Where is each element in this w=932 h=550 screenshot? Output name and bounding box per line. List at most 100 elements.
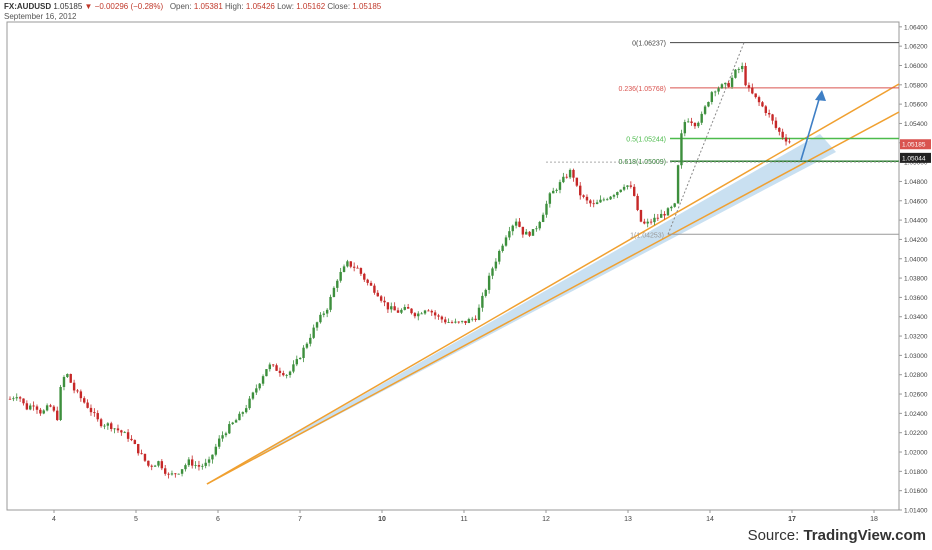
candle-body bbox=[511, 225, 514, 232]
candle-body bbox=[255, 388, 258, 393]
support-price-marker-label: 1.05044 bbox=[902, 155, 926, 162]
candle-body bbox=[487, 275, 491, 290]
fib-label: 0.618(1.05009) bbox=[619, 159, 666, 166]
fib-label: 0.5(1.05244) bbox=[626, 137, 666, 144]
candle-body bbox=[673, 203, 676, 207]
candle-body bbox=[528, 231, 531, 236]
candle-body bbox=[265, 369, 268, 377]
x-tick-label: 11 bbox=[460, 516, 467, 523]
candle-body bbox=[234, 420, 238, 423]
candle-body bbox=[72, 382, 76, 391]
y-tick-label: 1.06200 bbox=[904, 44, 928, 51]
candle-body bbox=[754, 93, 757, 98]
candle-body bbox=[336, 280, 339, 288]
y-tick-label: 1.03200 bbox=[904, 334, 928, 341]
candle-body bbox=[79, 391, 83, 399]
candle-body bbox=[187, 459, 191, 466]
candle-body bbox=[126, 432, 130, 439]
candle-body bbox=[22, 398, 25, 404]
candle-body bbox=[167, 473, 170, 475]
candle-body bbox=[42, 410, 45, 414]
candle-body bbox=[295, 359, 298, 365]
candle-body bbox=[636, 195, 639, 210]
candle-body bbox=[764, 106, 768, 113]
candle-body bbox=[116, 428, 120, 431]
candle-body bbox=[467, 319, 471, 324]
fibonacci-levels: 0(1.06237) 0.236(1.05768) 0.5(1.05244) 0.61… bbox=[546, 41, 899, 239]
candle-body bbox=[703, 106, 707, 114]
candle-body bbox=[373, 285, 376, 293]
candle-body bbox=[481, 295, 484, 308]
candle-body bbox=[69, 373, 72, 383]
candle-body bbox=[656, 217, 660, 219]
candle-body bbox=[231, 422, 234, 425]
candle-body bbox=[29, 405, 32, 410]
candle-body bbox=[238, 413, 241, 421]
y-tick-label: 1.04800 bbox=[904, 179, 928, 186]
current-price-marker-label: 1.05185 bbox=[902, 142, 926, 149]
candle-body bbox=[514, 221, 518, 226]
candle-body bbox=[660, 213, 663, 218]
candle-body bbox=[25, 403, 29, 410]
candle-body bbox=[174, 473, 177, 475]
candle-body bbox=[376, 292, 379, 297]
candle-body bbox=[83, 398, 86, 403]
candle-body bbox=[757, 97, 761, 103]
y-tick-label: 1.05600 bbox=[904, 102, 928, 109]
candle-body bbox=[751, 87, 754, 94]
candle-body bbox=[761, 102, 764, 107]
support-channel bbox=[206, 83, 900, 485]
projection-arrow bbox=[800, 90, 826, 161]
candle-body bbox=[302, 347, 305, 358]
candle-body bbox=[204, 462, 207, 466]
candle-body bbox=[184, 465, 187, 470]
y-tick-label: 1.01600 bbox=[904, 488, 928, 495]
candle-body bbox=[359, 268, 363, 274]
candle-body bbox=[501, 245, 504, 251]
arrow-head bbox=[815, 90, 826, 101]
candle-body bbox=[784, 137, 788, 142]
candle-body bbox=[565, 176, 568, 178]
candle-body bbox=[62, 377, 66, 387]
candle-body bbox=[406, 307, 410, 309]
candle-body bbox=[666, 208, 670, 216]
low-value: 1.05162 bbox=[296, 2, 326, 11]
candle-body bbox=[457, 321, 460, 323]
candle-body bbox=[56, 410, 59, 421]
candle-body bbox=[700, 113, 703, 123]
candle-body bbox=[450, 322, 454, 323]
chart-header: FX:AUDUSD 1.05185 ▼ −0.00296 (−0.28%) Op… bbox=[4, 2, 381, 12]
candle-body bbox=[498, 250, 501, 262]
candle-body bbox=[207, 459, 211, 463]
candle-body bbox=[383, 300, 386, 303]
candle-body bbox=[663, 213, 666, 216]
candle-body bbox=[194, 465, 197, 466]
candle-body bbox=[653, 217, 656, 223]
arrow-line bbox=[800, 95, 821, 161]
candles bbox=[8, 62, 791, 479]
candle-body bbox=[484, 289, 487, 296]
candle-body bbox=[322, 313, 325, 315]
last-price: 1.05185 bbox=[53, 2, 83, 11]
high-value: 1.05426 bbox=[245, 2, 275, 11]
candle-body bbox=[410, 308, 413, 314]
candle-body bbox=[342, 266, 346, 272]
candle-body bbox=[18, 397, 22, 399]
candle-body bbox=[271, 364, 275, 366]
candle-body bbox=[99, 419, 103, 427]
candle-body bbox=[572, 169, 575, 178]
candle-body bbox=[248, 398, 251, 409]
candle-body bbox=[137, 444, 140, 454]
candle-body bbox=[474, 318, 477, 320]
candle-body bbox=[471, 318, 474, 320]
open-value: 1.05381 bbox=[193, 2, 223, 11]
y-tick-label: 1.03400 bbox=[904, 314, 928, 321]
candle-body bbox=[612, 195, 616, 197]
x-tick-label: 5 bbox=[134, 516, 138, 523]
candle-body bbox=[157, 461, 160, 466]
candle-body bbox=[730, 77, 734, 87]
candle-body bbox=[217, 438, 221, 447]
candle-body bbox=[221, 435, 224, 439]
candle-body bbox=[575, 177, 579, 186]
